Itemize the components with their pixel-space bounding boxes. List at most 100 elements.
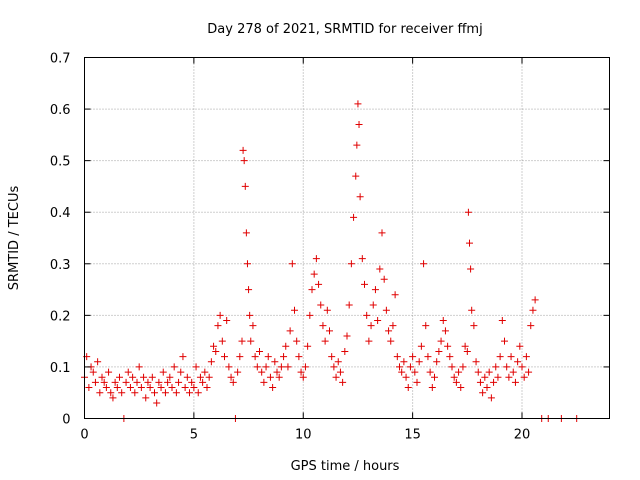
x-tick-label: 5 (190, 428, 198, 443)
data-point (135, 363, 143, 371)
data-point (452, 378, 460, 386)
data-point (166, 373, 174, 381)
data-point (391, 291, 399, 299)
data-point (417, 342, 425, 350)
y-tick-label: 0.3 (50, 258, 71, 273)
data-point (85, 384, 93, 392)
y-tick-label: 0.2 (50, 309, 71, 324)
data-point (470, 322, 478, 330)
data-point (168, 384, 176, 392)
data-point (525, 368, 533, 376)
data-point (409, 353, 417, 361)
y-tick-label: 0.1 (50, 361, 71, 376)
data-point (382, 306, 390, 314)
data-point (450, 373, 458, 381)
data-point (256, 347, 263, 355)
y-tick-label: 0.6 (50, 103, 71, 118)
data-point (393, 353, 401, 361)
data-point (467, 265, 475, 273)
data-point (183, 373, 191, 381)
x-tick-label: 20 (514, 428, 531, 443)
data-point (389, 322, 397, 330)
data-point (431, 373, 438, 381)
data-point (441, 327, 449, 335)
data-point (496, 353, 504, 361)
data-point (361, 280, 368, 288)
data-point (312, 255, 320, 263)
data-point (474, 368, 482, 376)
x-tick-label: 15 (404, 428, 421, 443)
y-axis-label: SRMTID / TECUs (7, 186, 22, 291)
data-point (100, 378, 108, 386)
data-point (96, 389, 104, 397)
data-point (398, 368, 406, 376)
data-point (116, 373, 123, 381)
data-point (330, 363, 338, 371)
data-point (433, 358, 441, 366)
data-point (201, 368, 209, 376)
data-point (153, 399, 161, 407)
data-point (243, 260, 251, 268)
data-point (207, 358, 215, 366)
axis-ticks: 0 5 10 15 20 0 0.1 0.2 0.3 0.4 0.5 0.6 0.7 (50, 52, 610, 443)
data-point (240, 157, 248, 165)
data-point (464, 208, 472, 216)
x-axis-label: GPS time / hours (291, 459, 400, 474)
data-point (258, 368, 266, 376)
data-point (218, 337, 226, 345)
data-point (339, 378, 347, 386)
data-point (113, 384, 121, 392)
chart-title: Day 278 of 2021, SRMTID for receiver ffm… (207, 22, 482, 37)
data-point (406, 363, 414, 371)
data-point (155, 378, 163, 386)
data-point (246, 311, 254, 319)
data-point (214, 322, 222, 330)
data-point (98, 373, 106, 381)
data-point (111, 378, 119, 386)
data-point (260, 378, 268, 386)
data-point (374, 317, 382, 325)
data-point (503, 363, 511, 371)
data-point (190, 384, 198, 392)
data-point (212, 347, 220, 355)
data-point (490, 378, 498, 386)
data-point (358, 255, 366, 263)
data-point (225, 363, 233, 371)
data-point (288, 260, 296, 268)
data-point (522, 353, 530, 361)
data-point (177, 368, 185, 376)
data-point (444, 342, 452, 350)
data-point (476, 378, 484, 386)
data-point (91, 378, 99, 386)
data-point (365, 337, 373, 345)
data-point (481, 373, 489, 381)
data-point (124, 368, 132, 376)
data-point (529, 306, 537, 314)
data-point (380, 275, 388, 283)
data-point (262, 363, 270, 371)
data-point (137, 384, 145, 392)
data-point (297, 368, 305, 376)
data-point (505, 373, 513, 381)
data-point (367, 322, 375, 330)
data-point (371, 286, 379, 294)
data-point (520, 373, 528, 381)
data-point (376, 265, 384, 273)
data-point (223, 317, 231, 325)
data-point (245, 286, 253, 294)
data-point (461, 342, 469, 350)
data-point (164, 378, 172, 386)
data-point (210, 342, 218, 350)
data-point (343, 332, 351, 340)
data-point (420, 260, 428, 268)
data-point (328, 353, 336, 361)
data-point (516, 342, 524, 350)
data-point (275, 373, 283, 381)
data-point (507, 353, 515, 361)
data-point (315, 280, 323, 288)
data-point (455, 368, 463, 376)
data-point (468, 306, 476, 314)
data-point (463, 347, 471, 355)
data-points (81, 100, 581, 422)
data-point (216, 311, 224, 319)
